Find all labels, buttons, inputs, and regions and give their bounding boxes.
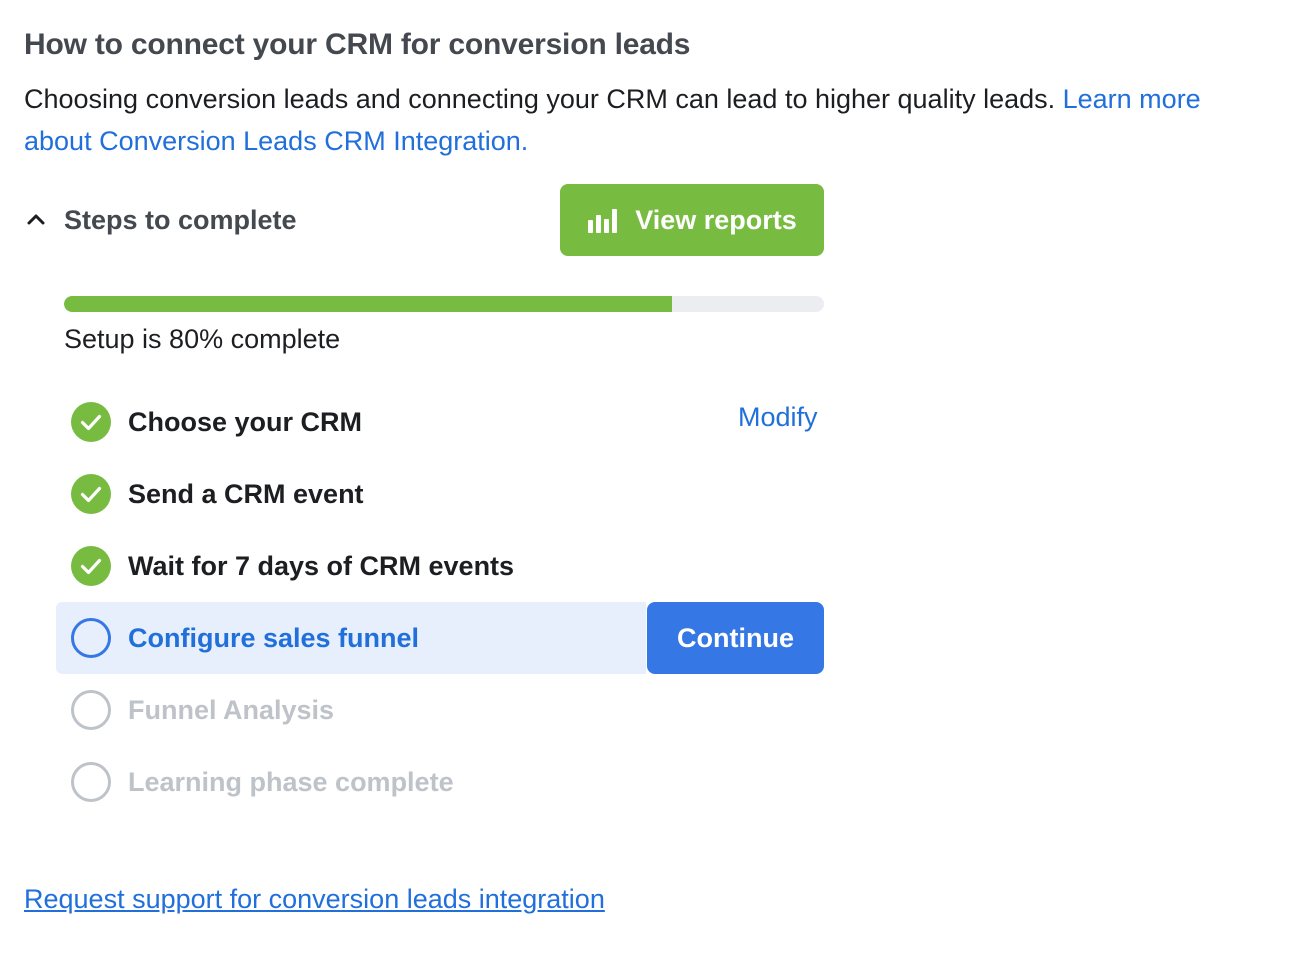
bar-chart-icon (587, 206, 619, 234)
intro-text: Choosing conversion leads and connecting… (24, 84, 1063, 114)
learn-more-link[interactable]: Learn more about Conversion Leads CRM In… (24, 84, 1201, 156)
setup-progress-fill (64, 296, 672, 312)
step-label: Learning phase complete (128, 766, 454, 797)
step-configure-sales-funnel[interactable]: Configure sales funnel (56, 602, 646, 674)
page-title: How to connect your CRM for conversion l… (24, 28, 691, 61)
view-reports-label: View reports (635, 204, 797, 235)
step-label: Funnel Analysis (128, 694, 335, 725)
intro-paragraph: Choosing conversion leads and connecting… (24, 78, 1264, 162)
step-learning-phase-complete: Learning phase complete (56, 746, 454, 818)
check-circle-icon (70, 473, 112, 515)
step-choose-crm: Choose your CRM (56, 386, 362, 458)
step-label: Configure sales funnel (128, 622, 420, 653)
check-circle-icon (70, 545, 112, 587)
step-funnel-analysis: Funnel Analysis (56, 674, 334, 746)
step-label: Send a CRM event (128, 478, 364, 509)
request-support-link[interactable]: Request support for conversion leads int… (24, 884, 605, 914)
view-reports-button[interactable]: View reports (560, 184, 824, 256)
steps-toggle[interactable]: Steps to complete (24, 200, 297, 240)
step-label: Choose your CRM (128, 406, 363, 437)
step-label: Wait for 7 days of CRM events (128, 550, 515, 581)
step-wait-7-days: Wait for 7 days of CRM events (56, 530, 514, 602)
empty-circle-icon (70, 617, 112, 659)
modify-crm-link[interactable]: Modify (738, 402, 818, 432)
setup-progress-bar (64, 296, 824, 312)
continue-button[interactable]: Continue (647, 602, 824, 674)
empty-circle-icon (70, 689, 112, 731)
steps-toggle-label: Steps to complete (64, 204, 297, 235)
empty-circle-icon (70, 761, 112, 803)
step-send-crm-event: Send a CRM event (56, 458, 364, 530)
chevron-up-icon (24, 200, 56, 240)
setup-progress-text: Setup is 80% complete (64, 324, 341, 354)
check-circle-icon (70, 401, 112, 443)
